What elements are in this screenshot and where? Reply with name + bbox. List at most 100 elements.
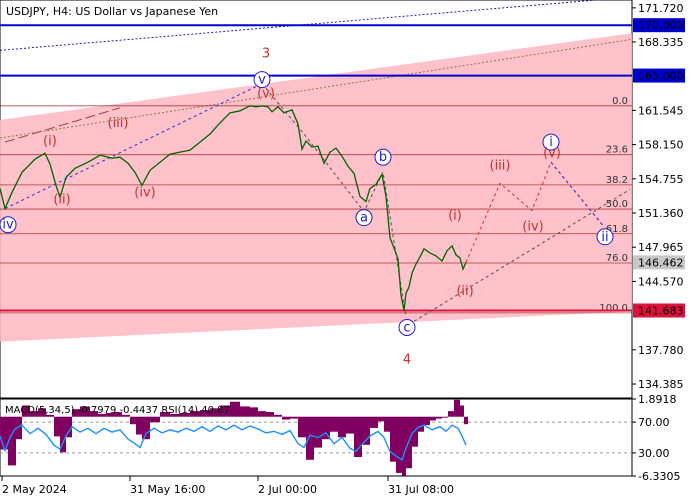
macd-bar [250,407,258,417]
minor-wave-label: v [258,73,266,88]
major-wave-label: 4 [403,353,411,368]
fib-label: 23.6 [606,145,628,156]
sub-wave-label: (iii) [490,158,511,173]
fib-label: 0.0 [612,96,628,107]
macd-bar [330,416,338,432]
macd-bar [370,416,378,428]
y-tick-label: 147.965 [638,241,684,254]
macd-bar [0,416,8,450]
macd-bar [220,405,230,417]
macd-bar [338,416,346,438]
price-series-line [0,105,467,311]
macd-bar [38,408,46,417]
macd-bar [298,416,306,438]
price-channel [0,33,632,342]
sub-wave-label: (i) [43,134,57,149]
sub-wave-label: (v) [543,146,561,161]
macd-bar [200,410,210,417]
macd-bar [30,411,38,417]
minor-wave-marker: ii [596,228,614,246]
wave-circle [374,148,392,166]
y-tick-label: 137.780 [638,344,684,357]
sub-wave-label: (iii) [108,116,129,131]
macd-bar [190,411,200,417]
level-price-text: 170.000 [638,19,684,32]
fibonacci-levels: 0.0 23.6 38.2 50.0 61.8 76.0 100.0 [0,96,632,314]
minor-wave-marker: c [398,318,416,336]
y-tick-label: 144.570 [638,275,684,288]
time-axis: 2 May 2024 31 May 16:00 2 Jul 00:00 31 Jul … [1,476,454,496]
macd-bar [412,416,418,447]
dashed-trend-line [4,107,121,143]
macd-bar [8,416,16,466]
wave-circle [398,318,416,336]
macd-bar [72,409,80,417]
ind-tick-label: -6.3305 [638,470,680,483]
macd-bar [150,416,160,423]
key-price-levels [0,24,632,312]
macd-bar [142,416,150,440]
indicator-plot-area [0,399,632,476]
rsi-line [0,424,467,461]
current-price-tag [633,255,685,270]
macd-bar [354,416,362,457]
minor-wave-marker: i [542,133,560,151]
macd-bar [240,406,250,417]
sub-wave-label: (i) [448,209,462,224]
macd-bar [402,416,406,476]
mid-dotted-line [0,38,632,139]
upper-dotted-line [0,0,603,51]
macd-bar [442,416,448,418]
y-tick-label: 151.360 [638,207,684,220]
chart-title: USDJPY, H4: US Dollar vs Japanese Yen [6,5,218,18]
fib-label: 38.2 [606,175,628,186]
minor-wave-marker: b [374,148,392,166]
indicator-axis: 1.8918 70.00 30.00 -6.3305 [632,393,680,483]
wave-circle [253,71,271,89]
macd-bar [274,414,282,417]
macd-bar [314,416,322,448]
macd-bar [306,416,314,460]
macd-bar [322,416,330,440]
macd-bar [130,416,136,425]
macd-bar [22,405,30,417]
x-tick-label: 2 May 2024 [2,483,67,496]
dotted-trend-lines [0,0,632,143]
wave-circle [0,216,17,234]
macd-bar [160,412,170,417]
y-tick-label: 161.545 [638,104,684,117]
level-price-tag [633,303,685,318]
macd-bar [390,416,396,462]
sub-wave-label: (v) [257,87,275,102]
y-tick-label: 134.385 [638,378,684,391]
wave-circle [542,133,560,151]
fib-label: 50.0 [606,199,628,210]
y-tick-label: 158.150 [638,139,684,152]
minor-wave-marker: iv [0,216,17,234]
macd-bar [106,412,114,417]
fib-label: 76.0 [606,253,628,264]
indicator-label: MACD(5,34,5) -0.7979 -0.4437 RSI(14) 40.… [5,405,230,416]
macd-bar [66,416,72,438]
macd-bar [454,399,460,417]
macd-bar [266,412,274,417]
macd-bar [384,416,390,432]
macd-bar [170,413,180,417]
sub-wave-label: (iv) [134,185,155,200]
minor-wave-label: i [549,135,553,150]
fib-label: 61.8 [606,224,628,235]
minor-wave-label: c [403,320,410,335]
macd-histogram [0,399,632,476]
level-price-text: 165.000 [638,70,684,83]
macd-bar [378,416,384,422]
macd-bar [424,416,430,426]
minor-wave-label: a [360,211,368,226]
wave-circle [596,228,614,246]
x-tick-label: 2 Jul 00:00 [258,483,317,496]
forecast-wave-path [465,161,605,263]
macd-bar [80,406,90,417]
minor-wave-marker: a [355,209,373,227]
major-wave-label: 3 [262,46,270,61]
